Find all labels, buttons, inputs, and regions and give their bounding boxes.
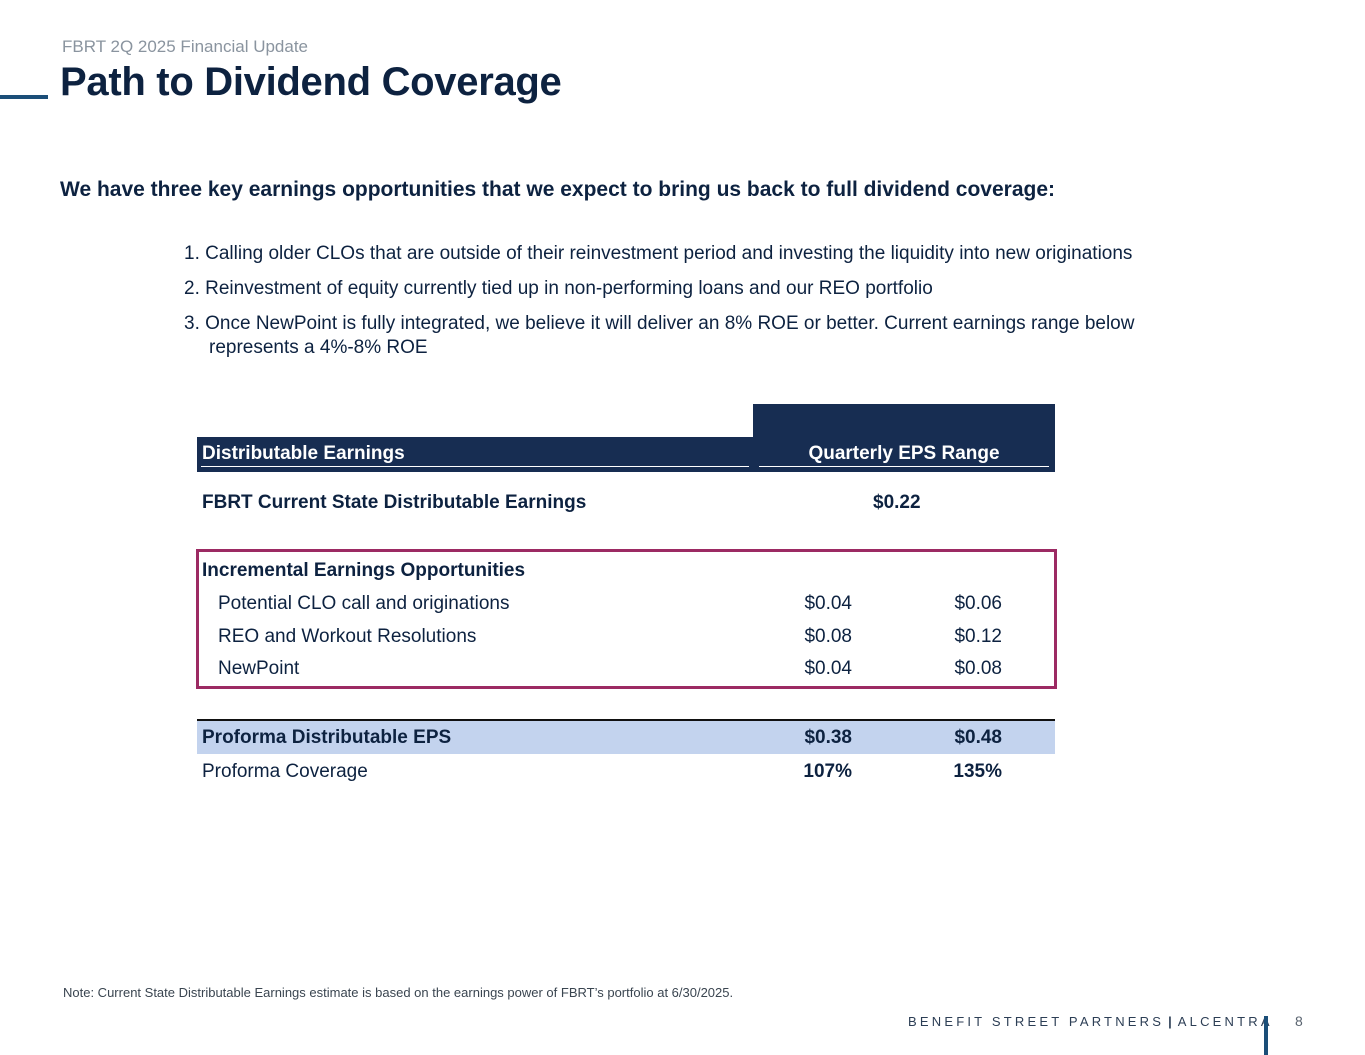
proforma-eps-label: Proforma Distributable EPS (202, 727, 452, 748)
opportunity-item: 1. Calling older CLOs that are outside o… (184, 242, 1284, 266)
incremental-heading: Incremental Earnings Opportunities (202, 560, 526, 581)
opportunity-text: 3. Once NewPoint is fully integrated, we… (184, 313, 1135, 334)
opportunity-text: 2. Reinvestment of equity currently tied… (184, 278, 933, 299)
table-row-high: $0.12 (954, 626, 1002, 647)
opportunity-item: 2. Reinvestment of equity currently tied… (184, 277, 1284, 301)
intro-heading: We have three key earnings opportunities… (60, 178, 1055, 201)
brand-separator: | (1168, 1014, 1172, 1029)
brand-alcentra: ALCENTRA (1177, 1014, 1273, 1029)
header-underline (201, 466, 749, 467)
proforma-eps-high: $0.48 (954, 727, 1002, 748)
table-row-label: Potential CLO call and originations (218, 593, 510, 614)
title-accent-bar (0, 95, 48, 99)
table-row-low: $0.08 (804, 626, 852, 647)
column-header-earnings: Distributable Earnings (202, 443, 405, 464)
proforma-eps-low: $0.38 (804, 727, 852, 748)
opportunity-item: 3. Once NewPoint is fully integrated, we… (184, 312, 1284, 360)
proforma-coverage-label: Proforma Coverage (202, 761, 368, 782)
page-title: Path to Dividend Coverage (60, 60, 562, 104)
current-state-value: $0.22 (873, 492, 921, 513)
current-state-label: FBRT Current State Distributable Earning… (202, 492, 587, 513)
column-header-eps-range: Quarterly EPS Range (808, 443, 1000, 464)
table-row-label: REO and Workout Resolutions (218, 626, 477, 647)
table-row-high: $0.06 (954, 593, 1002, 614)
table-row-label: NewPoint (218, 658, 300, 679)
incremental-highlight-box (196, 549, 1057, 689)
proforma-coverage-high: 135% (953, 761, 1002, 782)
page-number: 8 (1295, 1013, 1303, 1029)
opportunity-text-continued: represents a 4%-8% ROE (209, 337, 428, 358)
table-header-range-cell (753, 404, 1055, 472)
footer-accent-bar (1264, 1016, 1268, 1055)
footnote: Note: Current State Distributable Earnin… (63, 985, 734, 1000)
brand-benefit-street: BENEFIT STREET PARTNERS (908, 1014, 1165, 1029)
opportunity-text: 1. Calling older CLOs that are outside o… (184, 243, 1133, 264)
supertitle: FBRT 2Q 2025 Financial Update (62, 37, 309, 56)
table-row-low: $0.04 (804, 593, 852, 614)
table-row-high: $0.08 (954, 658, 1002, 679)
proforma-row-highlight (197, 719, 1055, 754)
header-underline (759, 466, 1049, 467)
footer-brand: BENEFIT STREET PARTNERS | ALCENTRA (908, 1014, 1273, 1029)
proforma-coverage-low: 107% (803, 761, 852, 782)
table-row-low: $0.04 (804, 658, 852, 679)
opportunity-list: 1. Calling older CLOs that are outside o… (184, 242, 1284, 371)
